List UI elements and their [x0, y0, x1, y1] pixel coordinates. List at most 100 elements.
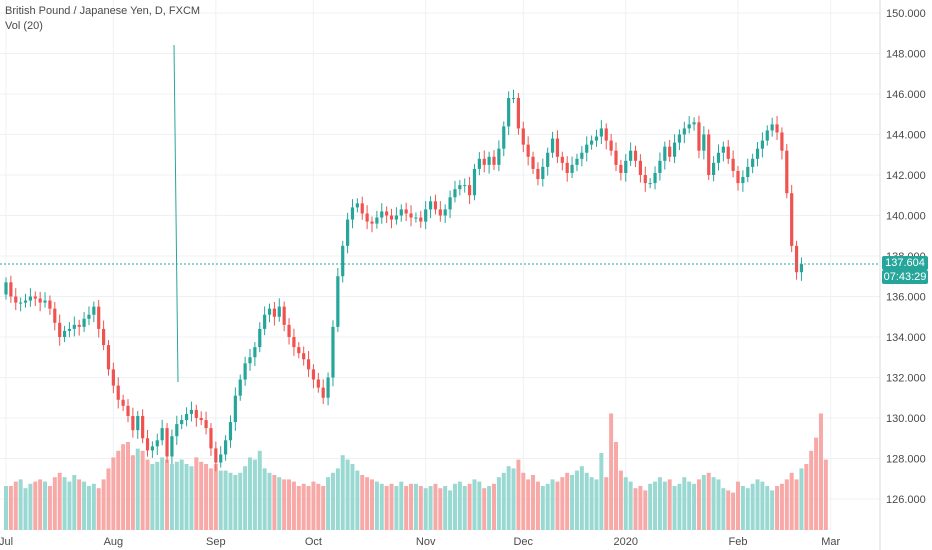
volume-bar [696, 479, 701, 530]
volume-bar [208, 468, 213, 530]
volume-bar [555, 481, 560, 530]
candle-body [394, 215, 398, 220]
volume-indicator-label[interactable]: Vol (20) [5, 20, 43, 32]
candle-body [702, 134, 706, 151]
volume-bar [765, 486, 770, 530]
candle-body [4, 282, 8, 295]
volume-bar [72, 475, 77, 530]
candle-body [731, 158, 735, 171]
candle-body [380, 211, 384, 218]
candle-body [19, 302, 23, 304]
candle-body [790, 193, 794, 246]
candle-body [116, 385, 120, 400]
volume-bar [106, 468, 111, 530]
time-axis[interactable]: Jul Aug Sep Oct Nov Dec 2020 Feb Mar [0, 536, 841, 548]
candle-body [131, 415, 135, 431]
volume-bar [243, 466, 248, 530]
volume-bar [511, 468, 516, 530]
volume-bar [326, 477, 331, 530]
candle-body [258, 328, 262, 348]
candle-body [389, 215, 394, 220]
volume-bar [701, 475, 706, 530]
candle-body [404, 209, 408, 214]
time-axis-label: Sep [206, 536, 226, 548]
volume-bar [413, 483, 418, 530]
candle-body [794, 245, 799, 273]
volume-bar [13, 481, 18, 530]
price-axis-label: 148.000 [886, 49, 926, 61]
volume-bar [731, 492, 736, 530]
volume-bar [638, 486, 643, 530]
candle-body [277, 306, 281, 317]
candle-body [53, 308, 57, 323]
volume-bar [43, 481, 48, 530]
annotations [0, 44, 880, 383]
volume-bar [643, 490, 648, 530]
volume-bar [682, 477, 687, 530]
volume-bar [657, 477, 662, 530]
candle-body [716, 152, 721, 163]
time-axis-label: Oct [305, 536, 322, 548]
candle-body [199, 418, 203, 421]
volume-bar [623, 477, 628, 530]
time-axis-label: Aug [104, 536, 124, 548]
volume-bar [8, 486, 13, 530]
volume-bar [584, 472, 589, 530]
candle-body [638, 160, 642, 175]
candle-body [43, 300, 47, 303]
candle-body [736, 170, 740, 184]
candle-body [755, 148, 760, 159]
candle-body [604, 128, 608, 141]
candle-body [360, 203, 364, 214]
candle-body [619, 164, 623, 173]
volume-bar [150, 464, 155, 530]
volume-bar [47, 486, 52, 530]
bar-countdown-label: 07:43:29 [882, 270, 928, 284]
candle-body [580, 152, 584, 159]
candle-body [248, 357, 252, 364]
volume-bars [4, 413, 828, 530]
volume-bar [145, 459, 150, 530]
candle-body [106, 345, 111, 370]
volume-bar [179, 459, 184, 530]
volume-bar [77, 479, 82, 530]
volume-bar [91, 483, 96, 530]
candle-body [751, 158, 755, 167]
volume-bar [62, 477, 67, 530]
candle-body [92, 306, 96, 315]
candle-body [33, 296, 37, 299]
candle-body [570, 164, 574, 173]
candle-body [697, 122, 701, 151]
candle-body [511, 98, 516, 100]
price-axis-label: 128.000 [886, 454, 926, 466]
volume-bar [648, 483, 653, 530]
volume-bar [667, 479, 672, 530]
price-axis[interactable]: 150.000 148.000 146.000 144.000 142.000 140.0… [886, 8, 926, 506]
symbol-title[interactable]: British Pound / Japanese Yen, D, FXCM [5, 5, 201, 17]
volume-bar [804, 464, 809, 530]
candle-body [443, 209, 447, 216]
volume-bar [540, 486, 545, 530]
candle-body [507, 98, 511, 127]
candle-body [58, 322, 62, 337]
candle-body [682, 128, 686, 135]
volume-bar [477, 481, 482, 530]
volume-bar [228, 472, 233, 530]
volume-bar [252, 459, 257, 530]
volume-bar [140, 450, 145, 530]
candle-body [87, 314, 91, 319]
volume-bar [618, 470, 623, 530]
candle-body [170, 436, 174, 457]
time-axis-label: Feb [729, 536, 748, 548]
drawn-trend-line[interactable] [173, 44, 179, 383]
candle-body [155, 440, 159, 447]
candle-body [326, 377, 330, 398]
volume-bar [233, 475, 238, 530]
candle-body [102, 328, 106, 346]
volume-bar [169, 464, 174, 530]
volume-bar [38, 479, 43, 530]
candle-body [775, 124, 779, 133]
candle-body [585, 144, 589, 153]
volume-bar [345, 459, 350, 530]
